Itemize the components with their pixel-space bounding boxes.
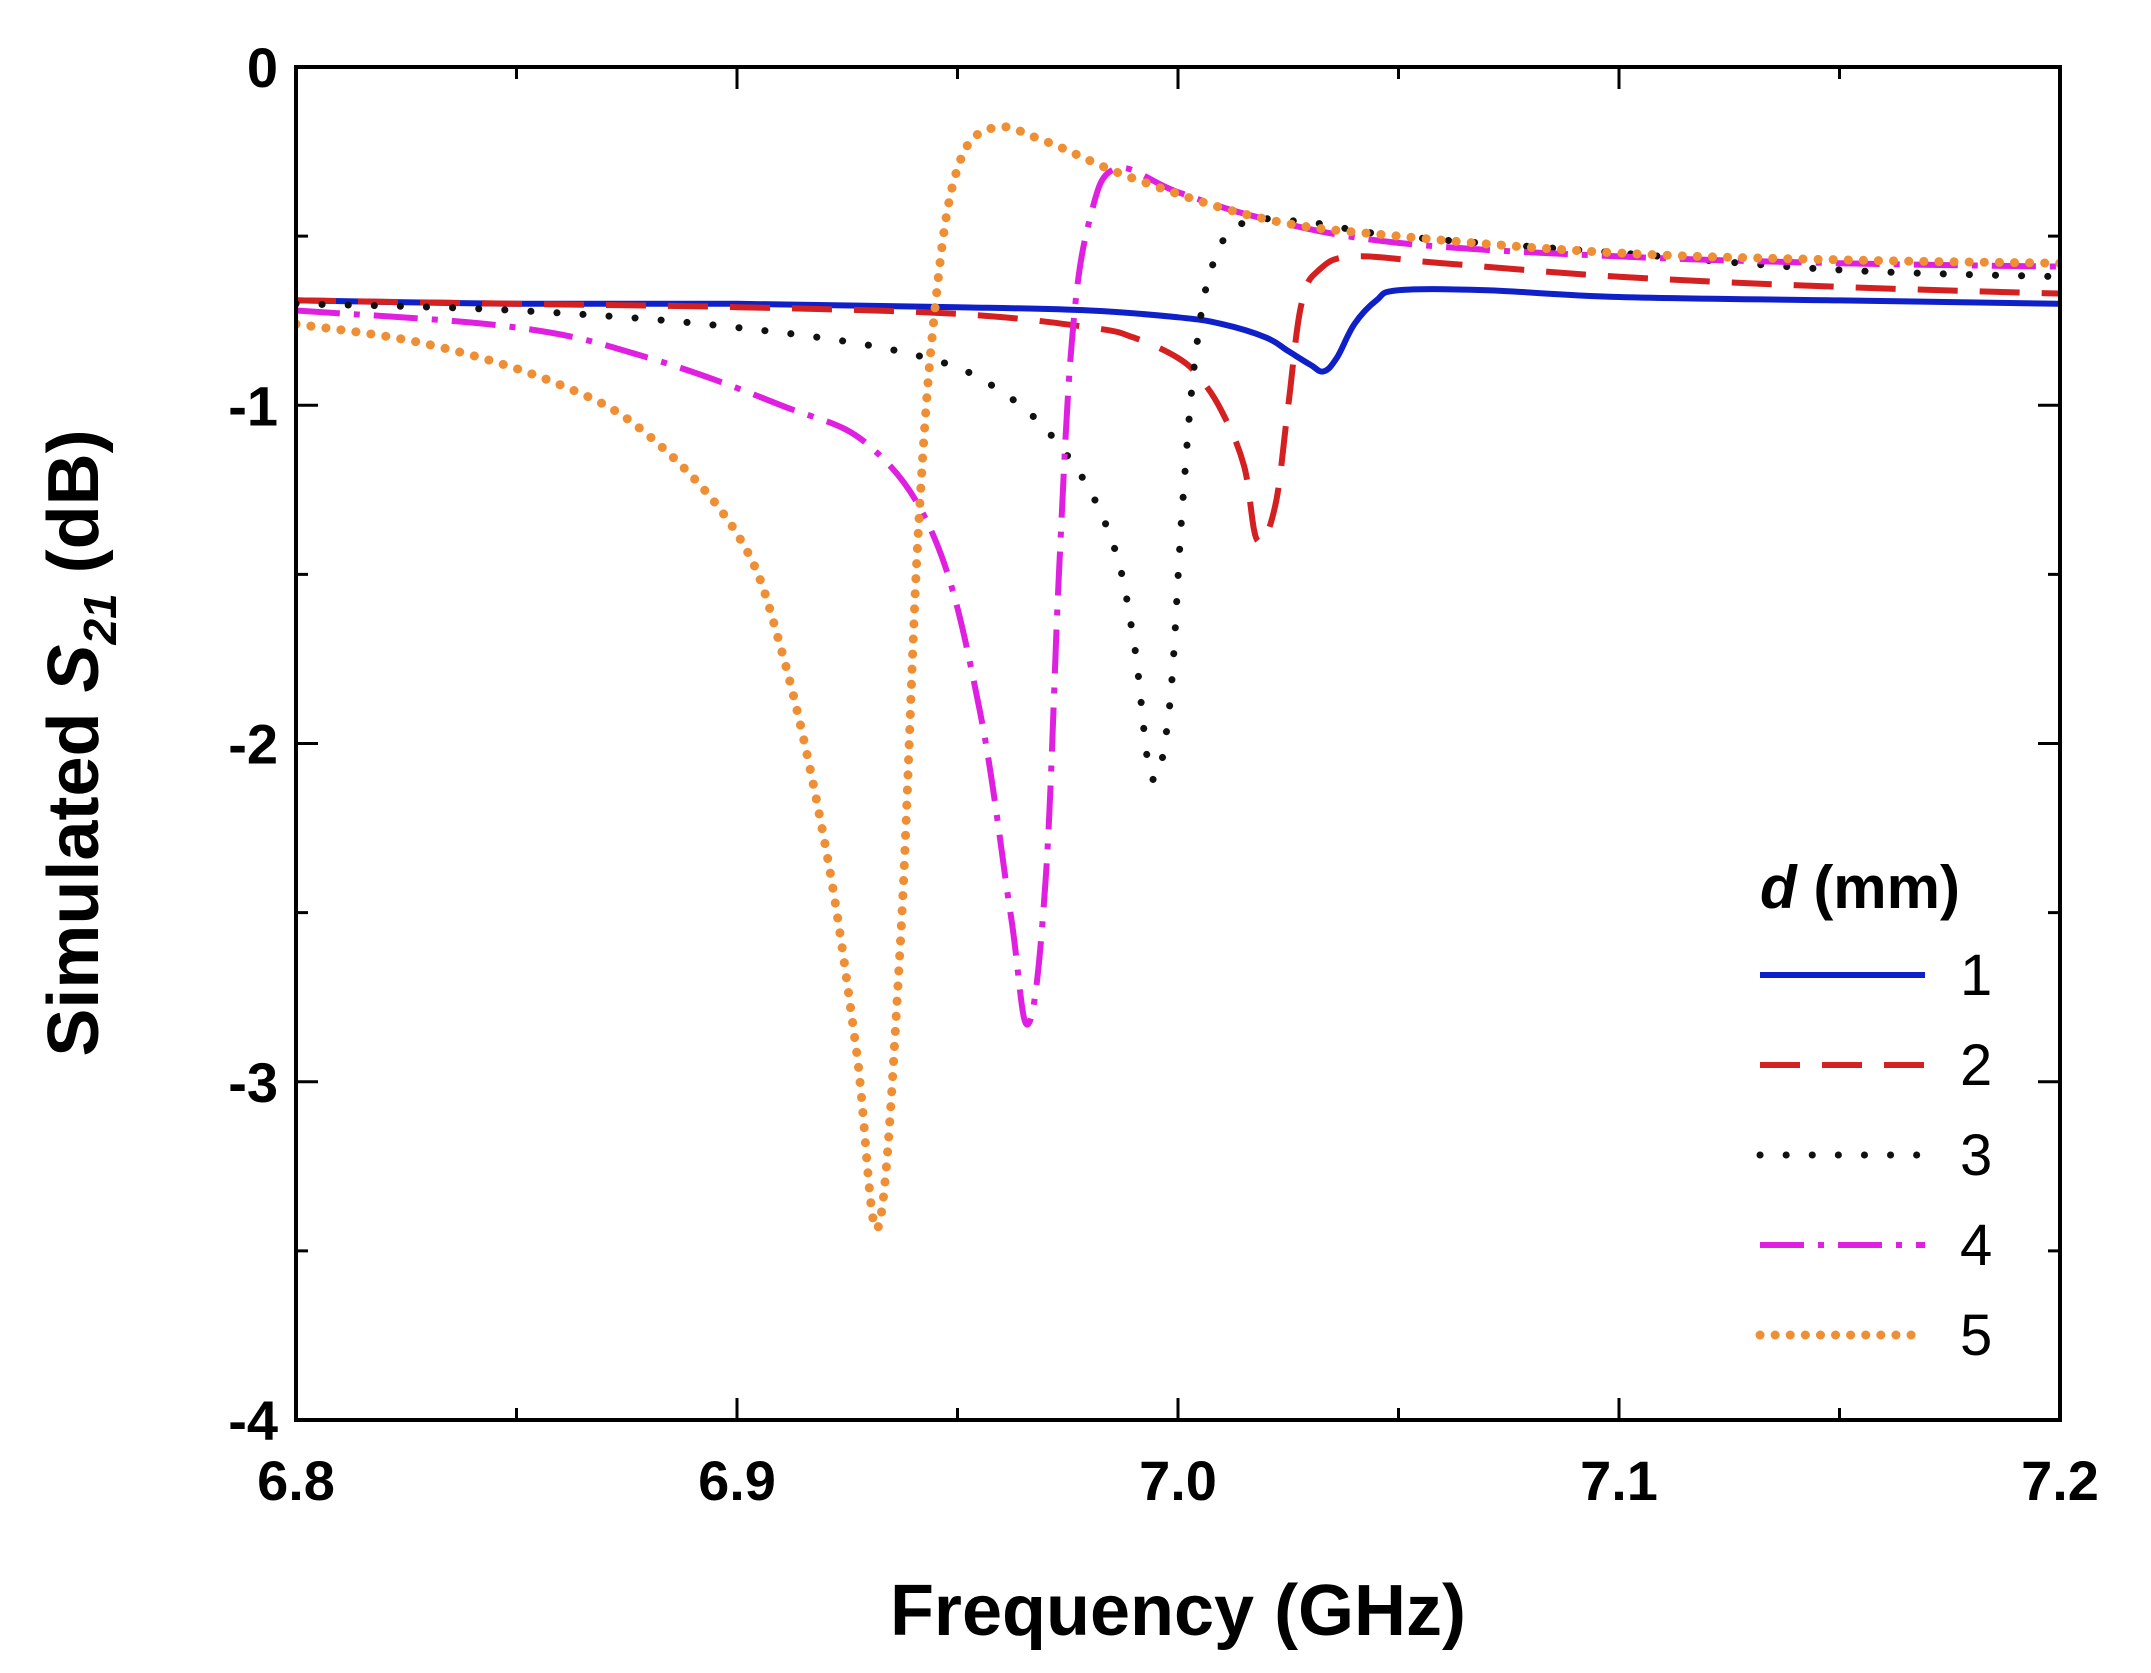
x-tick-label-0: 6.8 (257, 1449, 335, 1512)
y-tick-label-3: -3 (228, 1051, 278, 1114)
legend-label-4: 4 (1960, 1213, 1992, 1278)
y-axis-label-prefix: Simulated (34, 693, 114, 1057)
x-tick-label-2: 7.0 (1139, 1449, 1217, 1512)
legend-label-2: 2 (1960, 1033, 1992, 1098)
y-tick-labels: 0 -1 -2 -3 -4 (228, 36, 278, 1452)
x-axis-label: Frequency (GHz) (890, 1571, 1466, 1651)
series-line-3 (298, 215, 2058, 784)
series-line-2 (298, 253, 2058, 546)
series-line-5 (298, 122, 2058, 1234)
legend-label-1: 1 (1960, 943, 1992, 1008)
y-tick-label-0: 0 (247, 36, 278, 99)
y-tick-label-1: -1 (228, 374, 278, 437)
y-axis-label: Simulated S21 (dB) (34, 429, 126, 1056)
y-axis-label-suffix: (dB) (34, 429, 114, 593)
series-line-1 (298, 286, 2058, 375)
axis-ticks (294, 65, 2062, 1422)
x-tick-label-1: 6.9 (698, 1449, 776, 1512)
y-tick-label-2: -2 (228, 713, 278, 776)
legend-title-symbol: d (1760, 854, 1798, 921)
y-axis-label-symbol: S (34, 645, 114, 693)
series-lines (298, 122, 2058, 1234)
y-tick-label-4: -4 (228, 1389, 278, 1452)
legend-title: d (mm) (1760, 854, 1960, 921)
series-line-4 (298, 164, 2058, 1028)
legend-title-unit: (mm) (1797, 854, 1960, 921)
x-tick-label-3: 7.1 (1580, 1449, 1658, 1512)
legend-label-5: 5 (1960, 1303, 1992, 1368)
legend-label-3: 3 (1960, 1123, 1992, 1188)
x-tick-label-4: 7.2 (2021, 1449, 2099, 1512)
plot-frame (294, 65, 2062, 1422)
legend: d (mm) 1 2 3 4 5 (1755, 854, 1992, 1368)
x-tick-labels: 6.8 6.9 7.0 7.1 7.2 (257, 1449, 2099, 1512)
y-axis-label-subscript: 21 (74, 593, 126, 645)
